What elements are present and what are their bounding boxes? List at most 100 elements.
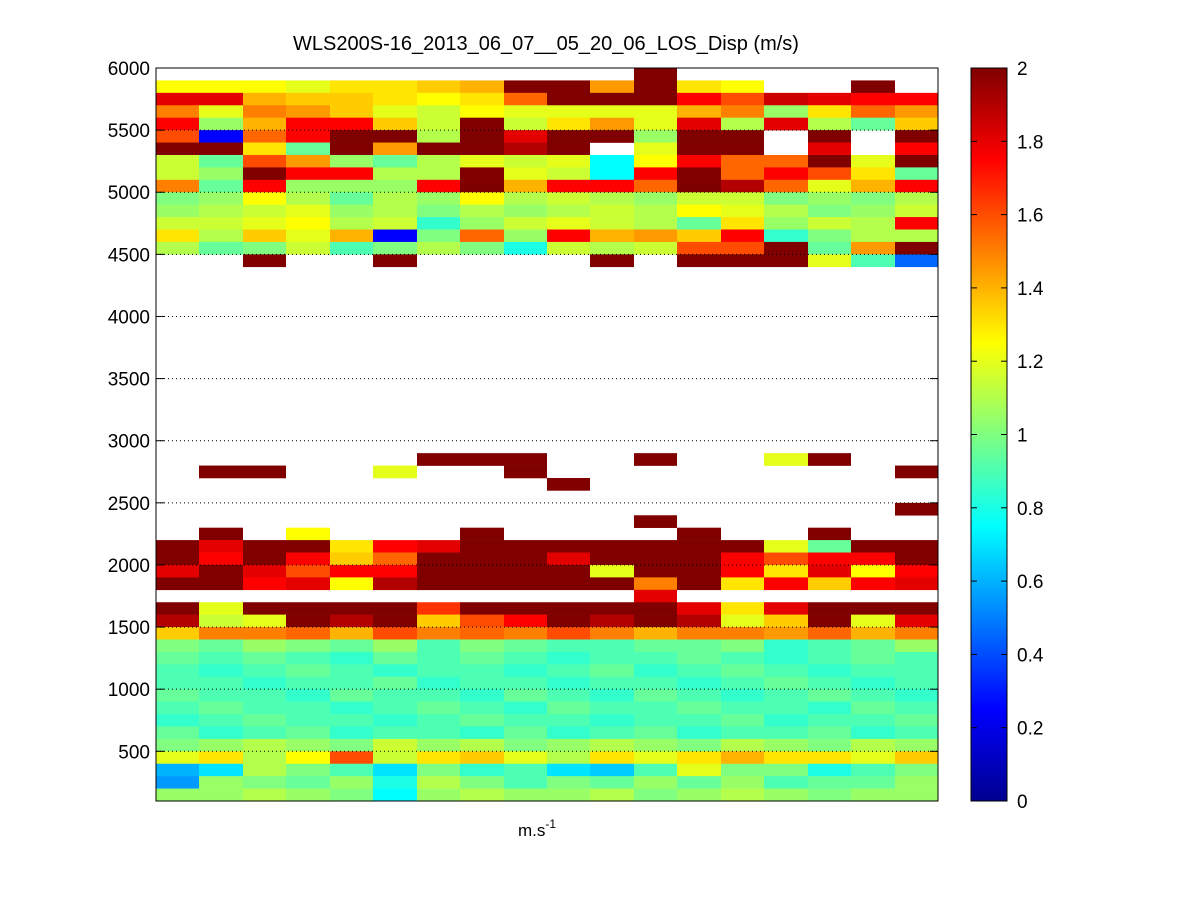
heatmap-cell bbox=[504, 614, 547, 628]
heatmap-cell bbox=[677, 229, 721, 243]
heatmap-cell bbox=[286, 564, 330, 578]
heatmap-cell bbox=[677, 92, 721, 106]
heatmap-cell bbox=[330, 763, 373, 777]
heatmap-cell bbox=[547, 763, 590, 777]
heatmap-cell bbox=[330, 627, 373, 640]
heatmap-cell bbox=[721, 552, 764, 566]
heatmap-cell bbox=[895, 714, 938, 727]
heatmap-cell bbox=[547, 639, 590, 653]
heatmap-cell bbox=[330, 167, 373, 181]
heatmap-cell bbox=[808, 254, 851, 268]
heatmap-cell bbox=[634, 229, 677, 243]
heatmap-cell bbox=[156, 639, 199, 653]
heatmap-cell bbox=[895, 117, 938, 131]
heatmap-cell bbox=[808, 154, 851, 168]
heatmap-cell bbox=[417, 142, 460, 156]
heatmap-cell bbox=[764, 664, 808, 678]
heatmap-cell bbox=[199, 577, 243, 591]
heatmap-cell bbox=[764, 763, 808, 777]
heatmap-cell bbox=[504, 627, 547, 640]
heatmap-cell bbox=[199, 689, 243, 702]
heatmap-cell bbox=[286, 726, 330, 740]
heatmap-cell bbox=[808, 776, 851, 789]
heatmap-cell bbox=[243, 564, 286, 578]
heatmap-cell bbox=[460, 142, 504, 156]
heatmap-cell bbox=[373, 726, 417, 740]
heatmap-cell bbox=[286, 577, 330, 591]
heatmap-cell bbox=[677, 105, 721, 118]
heatmap-cell bbox=[417, 154, 460, 168]
heatmap-cell bbox=[677, 167, 721, 181]
heatmap-cell bbox=[243, 639, 286, 653]
heatmap-cell bbox=[330, 130, 373, 143]
heatmap-cell bbox=[634, 564, 677, 578]
heatmap-cell bbox=[156, 651, 199, 665]
heatmap-cell bbox=[286, 738, 330, 752]
heatmap-cell bbox=[460, 738, 504, 752]
heatmap-cell bbox=[851, 751, 895, 765]
heatmap-cell bbox=[808, 726, 851, 740]
heatmap-cell bbox=[851, 738, 895, 752]
heatmap-cell bbox=[243, 738, 286, 752]
heatmap-cell bbox=[634, 602, 677, 615]
heatmap-cell bbox=[243, 714, 286, 727]
heatmap-cell bbox=[286, 676, 330, 690]
heatmap-cell bbox=[764, 676, 808, 690]
heatmap-cell bbox=[330, 751, 373, 765]
heatmap-cell bbox=[895, 639, 938, 653]
heatmap-cell bbox=[330, 229, 373, 243]
heatmap-cell bbox=[373, 689, 417, 702]
heatmap-cell bbox=[895, 664, 938, 678]
heatmap-cell bbox=[156, 179, 199, 193]
heatmap-cell bbox=[330, 179, 373, 193]
heatmap-cell bbox=[417, 192, 460, 205]
heatmap-cell bbox=[808, 527, 851, 541]
heatmap-cell bbox=[417, 751, 460, 765]
heatmap-cell bbox=[851, 763, 895, 777]
heatmap-cell bbox=[851, 564, 895, 578]
y-tick-label: 2500 bbox=[108, 494, 150, 515]
heatmap-cell bbox=[764, 552, 808, 566]
heatmap-cell bbox=[764, 751, 808, 765]
heatmap-cell bbox=[330, 701, 373, 715]
heatmap-cell bbox=[677, 602, 721, 615]
heatmap-cell bbox=[808, 92, 851, 106]
heatmap-cell bbox=[373, 714, 417, 727]
heatmap-cell bbox=[199, 701, 243, 715]
heatmap-cell bbox=[851, 676, 895, 690]
y-tick-label: 5000 bbox=[108, 183, 150, 204]
heatmap-cell bbox=[895, 726, 938, 740]
heatmap-cell bbox=[547, 167, 590, 181]
heatmap-cell bbox=[547, 192, 590, 205]
heatmap-cell bbox=[243, 465, 286, 479]
heatmap-cell bbox=[677, 241, 721, 255]
heatmap-cell bbox=[764, 192, 808, 205]
heatmap-cell bbox=[417, 763, 460, 777]
y-tick-label: 4000 bbox=[108, 307, 150, 328]
heatmap-cell bbox=[895, 154, 938, 168]
heatmap-cell bbox=[895, 204, 938, 218]
heatmap-cell bbox=[634, 639, 677, 653]
heatmap-cell bbox=[460, 701, 504, 715]
heatmap-cell bbox=[286, 241, 330, 255]
heatmap-cell bbox=[634, 204, 677, 218]
heatmap-cell bbox=[373, 577, 417, 591]
heatmap-cell bbox=[634, 751, 677, 765]
heatmap-cell bbox=[330, 217, 373, 230]
heatmap-cell bbox=[808, 676, 851, 690]
heatmap-cell bbox=[634, 154, 677, 168]
heatmap-cell bbox=[373, 564, 417, 578]
heatmap-cell bbox=[808, 167, 851, 181]
heatmap-cell bbox=[373, 602, 417, 615]
heatmap-cell bbox=[199, 540, 243, 553]
heatmap-cell bbox=[504, 229, 547, 243]
heatmap-cell bbox=[330, 552, 373, 566]
heatmap-cell bbox=[895, 676, 938, 690]
y-tick-label: 4500 bbox=[108, 245, 150, 266]
heatmap-cell bbox=[547, 179, 590, 193]
heatmap-cell bbox=[243, 204, 286, 218]
heatmap-cell bbox=[547, 676, 590, 690]
heatmap-cell bbox=[373, 676, 417, 690]
heatmap-cell bbox=[330, 614, 373, 628]
